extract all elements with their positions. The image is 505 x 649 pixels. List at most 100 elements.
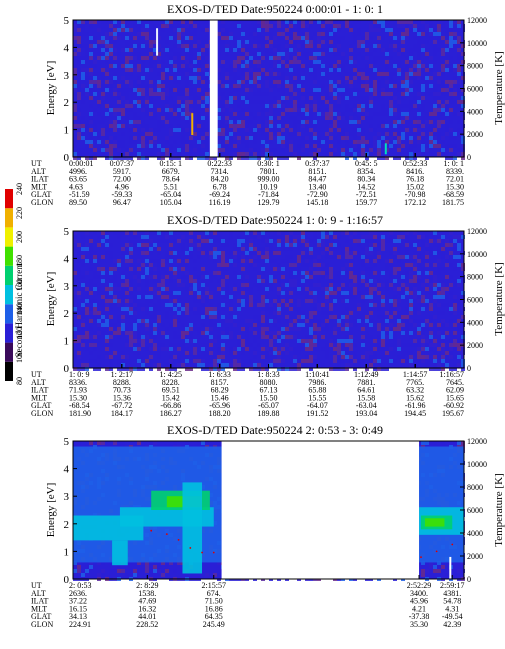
heatmap-cell xyxy=(233,64,237,68)
heatmap-cell xyxy=(357,80,361,84)
heatmap-cell xyxy=(325,327,329,331)
heatmap-cell xyxy=(241,140,245,144)
heatmap-cell xyxy=(121,92,125,96)
heatmap-cell xyxy=(329,28,333,32)
heatmap-cell xyxy=(121,315,125,319)
heatmap-cell xyxy=(317,323,321,327)
heatmap-cell xyxy=(313,347,317,351)
heatmap-cell xyxy=(141,72,145,76)
heatmap-cell xyxy=(389,271,393,275)
heatmap-cell xyxy=(361,235,365,239)
heatmap-cell xyxy=(361,319,365,323)
heatmap-cell xyxy=(289,116,293,120)
heatmap-cell xyxy=(389,92,393,96)
heatmap-cell xyxy=(117,100,121,104)
heatmap-cell xyxy=(97,28,101,32)
heatmap-cell xyxy=(297,56,301,60)
heatmap-cell xyxy=(153,267,157,271)
heatmap-cell xyxy=(113,108,117,112)
heatmap-cell xyxy=(105,20,109,24)
heatmap-cell xyxy=(89,128,93,132)
heatmap-cell xyxy=(357,152,361,156)
heatmap-cell xyxy=(109,64,113,68)
heatmap-cell xyxy=(193,259,197,263)
heatmap-cell xyxy=(337,140,341,144)
heatmap-cell xyxy=(85,52,89,56)
heatmap-cell xyxy=(77,60,81,64)
heatmap-cell xyxy=(393,327,397,331)
heatmap-cell xyxy=(169,299,173,303)
colorbar-tick-label: 240 xyxy=(15,183,24,195)
heatmap-cell xyxy=(253,92,257,96)
heatmap-cell xyxy=(425,259,429,263)
heatmap-cell xyxy=(329,144,333,148)
heatmap-cell xyxy=(301,108,305,112)
heatmap-cell xyxy=(185,148,189,152)
heatmap-cell xyxy=(329,80,333,84)
heatmap-cell xyxy=(273,132,277,136)
heatmap-cell xyxy=(353,287,357,291)
heatmap-cell xyxy=(293,76,297,80)
heatmap-cell xyxy=(425,52,429,56)
heatmap-cell xyxy=(93,80,97,84)
heatmap-cell xyxy=(389,343,393,347)
heatmap-cell xyxy=(141,367,145,371)
heatmap-cell xyxy=(221,255,225,259)
heatmap-cell xyxy=(237,287,241,291)
heatmap-cell xyxy=(173,315,177,319)
heatmap-cell xyxy=(329,307,333,311)
parameter-value: 8228. xyxy=(162,378,180,387)
heatmap-cell xyxy=(297,231,301,235)
heatmap-cell xyxy=(309,100,313,104)
heatmap-cell xyxy=(89,144,93,148)
heatmap-cell xyxy=(337,80,341,84)
heatmap-cell xyxy=(445,239,449,243)
parameter-label: MLT xyxy=(31,182,47,191)
heatmap-cell xyxy=(141,80,145,84)
heatmap-cell xyxy=(445,156,449,160)
heatmap-cell xyxy=(81,335,85,339)
heatmap-cell xyxy=(441,351,445,355)
heatmap-cell xyxy=(329,136,333,140)
heatmap-cell xyxy=(333,136,337,140)
heatmap-cell xyxy=(417,152,421,156)
heatmap-cell xyxy=(205,343,209,347)
heatmap-cell xyxy=(229,92,233,96)
heatmap-cell xyxy=(181,307,185,311)
heatmap-cell xyxy=(125,259,129,263)
heatmap-cell xyxy=(385,148,389,152)
heatmap-cell xyxy=(341,56,345,60)
heatmap-cell xyxy=(417,319,421,323)
heatmap-cell xyxy=(201,299,205,303)
heatmap-cell xyxy=(221,84,225,88)
heatmap-cell xyxy=(393,96,397,100)
heatmap-cell xyxy=(413,144,417,148)
heatmap-cell xyxy=(433,136,437,140)
heatmap-cell xyxy=(457,263,461,267)
heatmap-cell xyxy=(269,152,273,156)
heatmap-cell xyxy=(177,96,181,100)
heatmap-cell xyxy=(233,44,237,48)
heatmap-cell xyxy=(177,347,181,351)
heatmap-cell xyxy=(385,351,389,355)
heatmap-cell xyxy=(313,331,317,335)
heatmap-cell xyxy=(89,136,93,140)
heatmap-cell xyxy=(293,355,297,359)
heatmap-cell xyxy=(409,88,413,92)
heatmap-cell xyxy=(345,104,349,108)
heatmap-cell xyxy=(373,152,377,156)
heatmap-cell xyxy=(341,323,345,327)
heatmap-cell xyxy=(101,128,105,132)
heatmap-cell xyxy=(169,307,173,311)
heatmap-cell xyxy=(125,60,129,64)
heatmap-cell xyxy=(321,140,325,144)
heatmap-cell xyxy=(133,287,137,291)
heatmap-cell xyxy=(337,88,341,92)
heatmap-cell xyxy=(297,267,301,271)
heatmap-cell xyxy=(421,243,425,247)
heatmap-cell xyxy=(385,343,389,347)
heatmap-cell xyxy=(253,251,257,255)
heatmap-cell xyxy=(221,291,225,295)
heatmap-cell xyxy=(277,351,281,355)
heatmap-cell xyxy=(337,243,341,247)
